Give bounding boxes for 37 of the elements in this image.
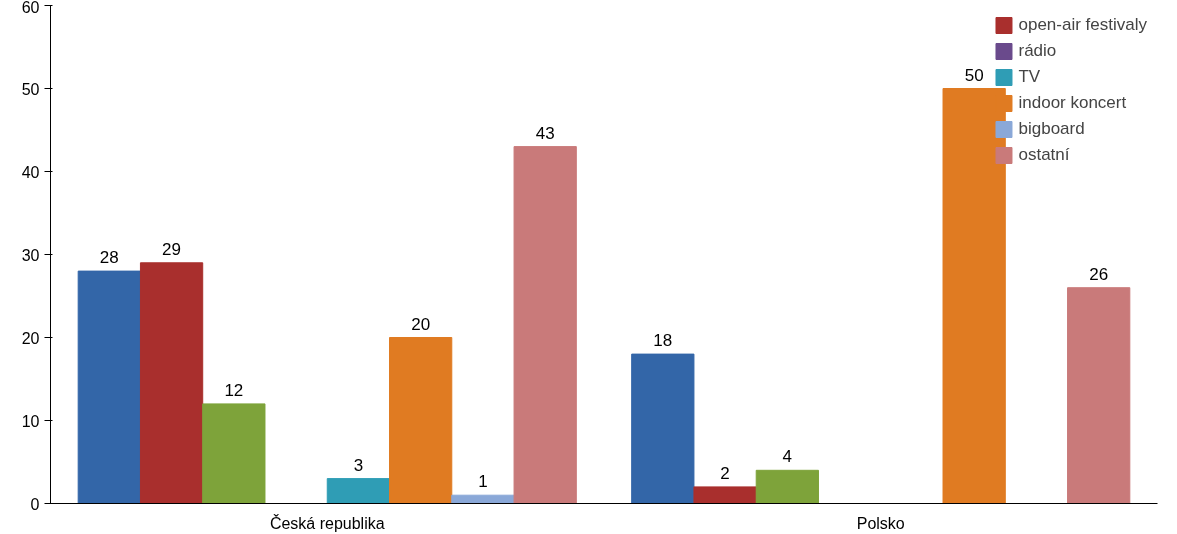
y-tick-label: 40 <box>21 163 40 181</box>
bar <box>513 146 577 504</box>
data-label: 1 <box>478 472 488 492</box>
data-label: 26 <box>1089 264 1109 284</box>
y-tick-label: 60 <box>21 0 40 16</box>
bar <box>1067 287 1131 504</box>
y-tick-label: 50 <box>21 80 40 98</box>
data-label: 50 <box>964 65 984 85</box>
bar <box>755 469 819 504</box>
bar <box>202 403 266 504</box>
y-tick-label: 10 <box>21 412 40 430</box>
y-tick-label: 20 <box>21 329 40 347</box>
bar <box>139 262 204 504</box>
data-label: 18 <box>653 331 673 351</box>
bar <box>693 486 757 504</box>
data-label: 28 <box>99 248 119 268</box>
legend-label: indoor koncert <box>1018 93 1127 113</box>
legend-label: open-air festivaly <box>1018 15 1147 35</box>
bar <box>326 478 391 504</box>
data-label: 2 <box>720 463 730 483</box>
bar <box>389 337 453 504</box>
data-label: 4 <box>782 447 793 467</box>
data-label: 12 <box>224 380 244 400</box>
bar <box>631 353 695 504</box>
data-label: 29 <box>162 239 182 259</box>
data-label: 43 <box>535 123 555 143</box>
data-label: 20 <box>411 314 431 334</box>
x-tick-label: Polsko <box>856 514 905 532</box>
data-label: 3 <box>353 455 364 475</box>
x-tick-label: Česká republika <box>269 513 385 532</box>
legend-label: TV <box>1018 67 1041 87</box>
bar <box>77 270 141 504</box>
legend-label: bigboard <box>1018 119 1085 139</box>
legend-label: rádio <box>1018 41 1057 61</box>
y-tick-label: 30 <box>21 246 40 264</box>
legend-label: ostatní <box>1018 145 1070 165</box>
y-tick-label: 0 <box>30 495 40 513</box>
